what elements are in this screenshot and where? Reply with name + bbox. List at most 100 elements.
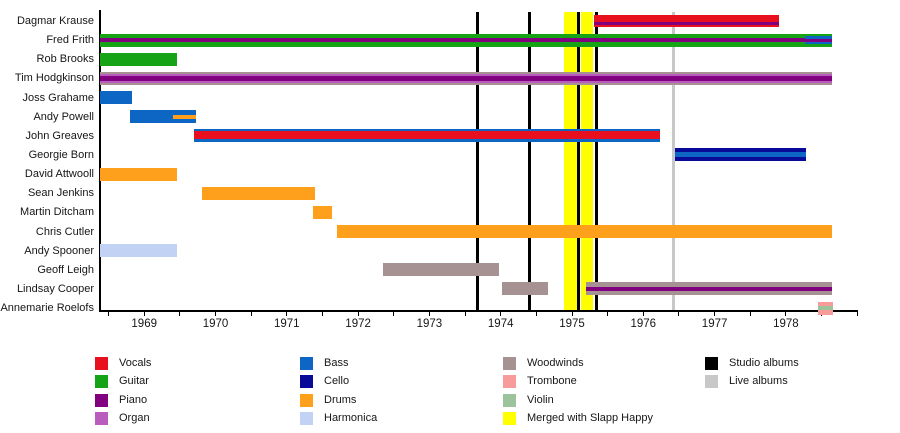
member-name-label: Chris Cutler [35, 225, 94, 238]
axis-year-label: 1972 [345, 318, 371, 330]
legend-item: Woodwinds [503, 356, 584, 370]
member-name-label: Joss Grahame [22, 91, 94, 104]
member-name-label: Georgie Born [28, 148, 94, 161]
bar-stripe-drums [172, 114, 197, 119]
legend-label-merge: Merged with Slapp Happy [527, 412, 653, 425]
timeline-bar [313, 205, 332, 219]
bar-stripe-vocals [594, 25, 779, 28]
legend-swatch-trombone [503, 375, 516, 389]
axis-tick [856, 312, 858, 316]
timeline-bar [585, 282, 833, 296]
legend-swatch-piano [95, 393, 108, 407]
axis-year-label: 1976 [630, 318, 657, 330]
bar-stripe-organ [100, 80, 833, 84]
timeline-bar [100, 33, 806, 47]
legend-label-woodwinds: Woodwinds [527, 356, 584, 369]
bar-stripe-drums [337, 225, 833, 239]
bar-stripe-bass [172, 110, 197, 115]
timeline-bar [100, 167, 177, 181]
legend-label-trombone: Trombone [527, 375, 577, 388]
timeline-bar [201, 186, 316, 200]
legend-item: Live albums [705, 375, 788, 389]
bar-stripe-cello [675, 148, 806, 153]
bar-stripe-drums [100, 167, 177, 181]
axis-tick [642, 312, 644, 316]
legend-label-piano: Piano [119, 393, 148, 406]
legend-label-violin: Violin [527, 393, 554, 406]
timeline-bar [675, 148, 806, 162]
bar-stripe-drums [313, 205, 332, 219]
studio-album-line [475, 12, 479, 310]
axis-tick [714, 312, 716, 316]
axis-tick [357, 312, 359, 316]
timeline-bar [129, 110, 173, 124]
legend-swatch-vocals [95, 356, 108, 370]
legend-swatch-harmonica [300, 412, 313, 426]
bar-stripe-bass [194, 139, 661, 143]
axis-tick [428, 312, 430, 316]
axis-tick [250, 312, 252, 316]
timeline-bar [100, 52, 177, 66]
bar-stripe-bass [675, 152, 806, 158]
legend-label-guitar: Guitar [119, 375, 149, 388]
studio-album-line [595, 12, 599, 310]
axis-year-label: 1971 [274, 318, 300, 330]
member-name-label: Martin Ditcham [20, 206, 94, 219]
legend-item: Bass [300, 356, 348, 370]
member-name-label: Rob Brooks [36, 53, 94, 66]
axis-tick [607, 312, 609, 316]
bar-stripe-organ [100, 73, 833, 77]
timeline-bar [502, 282, 549, 296]
bar-stripe-piano [100, 37, 806, 43]
timeline-bar [337, 225, 833, 239]
timeline-bar [100, 71, 833, 85]
legend-label-harmonica: Harmonica [324, 412, 378, 425]
timeline-plot: 1969 1970 1971 1972 1973 1974 1975 1976 1977 1978… [0, 10, 858, 330]
legend-item: Vocals [95, 356, 151, 370]
studio-album-line [576, 12, 580, 310]
bar-stripe-guitar [100, 33, 806, 38]
member-name-label: Sean Jenkins [27, 187, 94, 200]
bar-stripe-bass [172, 118, 197, 124]
timeline-bar [100, 244, 177, 258]
member-name-label: Tim Hodgkinson [14, 72, 94, 85]
bar-stripe-woodwinds [100, 83, 833, 85]
bar-stripe-woodwinds [585, 282, 833, 287]
legend-label-drums: Drums [324, 393, 357, 406]
bar-stripe-harmonica [100, 244, 177, 258]
legend-label-live_album: Live albums [729, 375, 788, 388]
legend-swatch-woodwinds [503, 356, 516, 370]
bar-stripe-woodwinds [585, 291, 833, 296]
bar-stripe-guitar [100, 52, 177, 66]
member-name-label: Lindsay Cooper [16, 282, 94, 295]
x-axis-line [99, 310, 858, 312]
legend-swatch-bass [300, 356, 313, 370]
legend-item: Harmonica [300, 412, 377, 426]
legend-item: Organ [95, 412, 150, 426]
bar-stripe-piano [805, 38, 833, 42]
timeline-bar [817, 301, 833, 315]
axis-tick [108, 312, 110, 316]
legend-label-cello: Cello [324, 375, 350, 388]
bar-stripe-guitar [805, 33, 833, 37]
axis-year-label: 1973 [416, 318, 443, 330]
timeline-bar [194, 129, 661, 143]
axis-tick [749, 312, 751, 316]
bar-stripe-drums [201, 186, 316, 200]
legend-swatch-merge [503, 412, 516, 426]
legend-swatch-cello [300, 375, 313, 389]
bar-stripe-vocals [594, 14, 779, 22]
member-name-label: Annemarie Roelofs [0, 302, 94, 315]
legend-item: Violin [503, 393, 554, 407]
bar-stripe-cello [675, 157, 806, 162]
legend-swatch-studio_album [705, 356, 718, 370]
axis-year-label: 1978 [773, 318, 799, 330]
legend-item: Guitar [95, 375, 149, 389]
member-name-label: Andy Powell [33, 110, 94, 123]
axis-tick [393, 312, 395, 316]
axis-tick [286, 312, 288, 316]
timeline-bar [383, 263, 499, 277]
bar-stripe-piano [585, 286, 833, 292]
legend-swatch-drums [300, 393, 313, 407]
